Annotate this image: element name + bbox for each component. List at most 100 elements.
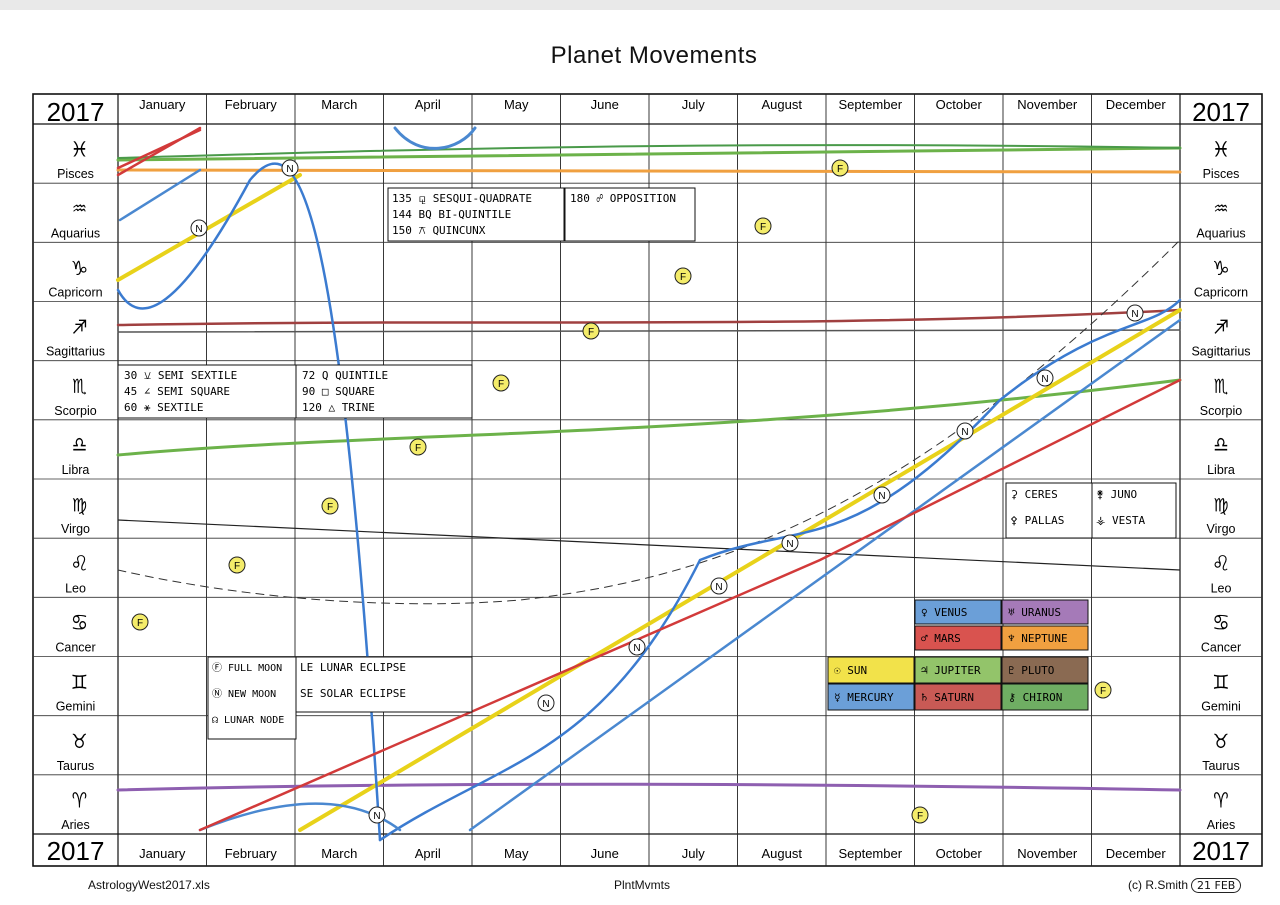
asteroid-legend-box-1 (1005, 482, 1093, 539)
month-label-top: January (139, 97, 186, 112)
new-moon-icon (781, 534, 799, 552)
aspect-legend-text: 180 ☍ OPPOSITION (570, 192, 676, 205)
sign-label-left: Virgo (61, 522, 90, 536)
sign-label-right: Aquarius (1196, 226, 1245, 240)
planet-legend-swatch (914, 599, 1002, 625)
new-moon-icon (873, 486, 891, 504)
full-moon-mark: F (1100, 686, 1106, 697)
date-stamp: 21 FEB (1191, 878, 1242, 893)
aspect-legend-text: 30 ⚺ SEMI SEXTILE (124, 369, 237, 382)
aspect-legend-box-1 (117, 364, 297, 419)
planet-legend-swatch (1001, 599, 1089, 625)
aspect-legend-text: 45 ∠ SEMI SQUARE (124, 385, 230, 398)
jupiter-line (116, 378, 1182, 457)
new-moon-icon (537, 694, 555, 712)
full-moon-icon (1094, 681, 1112, 699)
sign-glyph-left: ♒ (72, 194, 86, 222)
sign-glyph-left: ♋ (72, 608, 86, 636)
new-moon-mark: N (373, 811, 380, 822)
full-moon-icon (321, 497, 339, 515)
planet-legend-label: ♅ URANUS (1008, 606, 1061, 619)
asteroid-legend-box-2 (1091, 482, 1177, 539)
planet-legend-label: ♂ MARS (921, 632, 961, 645)
full-moon-icon (131, 613, 149, 631)
year-label-top-right: 2017 (1192, 97, 1250, 127)
sign-label-right: Capricorn (1194, 286, 1248, 300)
month-label-bottom: July (682, 846, 706, 861)
sign-label-right: Aries (1207, 818, 1235, 832)
month-label-bottom: June (591, 846, 619, 861)
month-label-bottom: February (225, 846, 278, 861)
new-moon-mark: N (286, 164, 293, 175)
full-moon-mark: F (234, 561, 240, 572)
venus-arc-april (393, 126, 477, 150)
month-label-bottom: August (762, 846, 803, 861)
year-label-bottom-right: 2017 (1192, 836, 1250, 866)
full-moon-icon (492, 374, 510, 392)
new-moon-mark: N (878, 491, 885, 502)
sign-glyph-left: ♉ (72, 726, 86, 754)
month-label-bottom: December (1106, 846, 1167, 861)
footer-filename: AstrologyWest2017.xls (88, 878, 210, 892)
new-moon-icon (281, 159, 299, 177)
new-moon-icon (1036, 369, 1054, 387)
month-label-top: October (936, 97, 983, 112)
sign-label-left: Aquarius (51, 226, 100, 240)
year-label-top-left: 2017 (47, 97, 105, 127)
full-moon-mark: F (760, 222, 766, 233)
month-label-bottom: April (415, 846, 441, 861)
month-label-top: August (762, 97, 803, 112)
month-label-top: November (1017, 97, 1078, 112)
sign-label-left: Pisces (57, 167, 94, 181)
aspect-legend-box-3 (387, 187, 565, 242)
planet-legend-label: ♆ NEPTUNE (1008, 632, 1068, 645)
sign-glyph-right: ♐ (1214, 312, 1228, 340)
sign-label-right: Gemini (1201, 700, 1241, 714)
full-moon-mark: F (917, 811, 923, 822)
month-label-bottom: September (838, 846, 902, 861)
sign-glyph-left: ♓ (72, 135, 86, 163)
sign-label-left: Aries (61, 818, 89, 832)
full-moon-mark: F (588, 327, 594, 338)
month-label-bottom: October (936, 846, 983, 861)
sign-glyph-left: ♊ (72, 667, 87, 695)
saturn-line (116, 308, 1182, 327)
sign-glyph-right: ♎ (1214, 430, 1228, 458)
moon-legend-text: ☊ LUNAR NODE (212, 715, 284, 726)
sign-label-right: Libra (1207, 463, 1235, 477)
full-moon-icon (228, 556, 246, 574)
month-label-bottom: January (139, 846, 186, 861)
moon-legend-text: Ⓕ FULL MOON (212, 662, 282, 674)
planet-legend-swatch (1001, 656, 1089, 684)
full-moon-icon (911, 806, 929, 824)
sign-label-right: Pisces (1203, 167, 1240, 181)
planet-legend-swatch (827, 683, 915, 711)
planet-legend-label: ☿ MERCURY (834, 691, 894, 704)
footer-author: (c) R.Smith (1128, 878, 1188, 892)
sign-glyph-left: ♏ (72, 371, 86, 399)
sign-label-right: Virgo (1207, 522, 1236, 536)
chiron-band-line (116, 168, 1182, 174)
aspect-legend-text: 90 □ SQUARE (302, 385, 375, 398)
month-label-bottom: May (504, 846, 529, 861)
new-moon-icon (956, 422, 974, 440)
month-label-top: March (321, 97, 357, 112)
asteroid-legend-text: ⚶ VESTA (1096, 514, 1145, 527)
sign-label-right: Sagittarius (1191, 345, 1250, 359)
planet-legend-swatch (1001, 625, 1089, 651)
month-label-top: July (682, 97, 706, 112)
planet-legend-label: ♇ PLUTO (1008, 664, 1054, 677)
year-label-bottom-left: 2017 (47, 836, 105, 866)
eclipse-legend-text: LE LUNAR ECLIPSE (300, 661, 406, 674)
new-moon-mark: N (715, 582, 722, 593)
sign-label-left: Libra (62, 463, 90, 477)
sign-glyph-right: ♒ (1214, 194, 1228, 222)
planet-legend-swatch (914, 683, 1002, 711)
sign-label-left: Leo (65, 581, 86, 595)
sign-glyph-left: ♎ (72, 430, 86, 458)
new-moon-icon (368, 806, 386, 824)
planet-legend-swatch (827, 656, 915, 684)
aspect-legend-box-4 (564, 187, 696, 242)
asteroid-legend-text: ⚵ JUNO (1096, 488, 1137, 501)
month-label-top: June (591, 97, 619, 112)
